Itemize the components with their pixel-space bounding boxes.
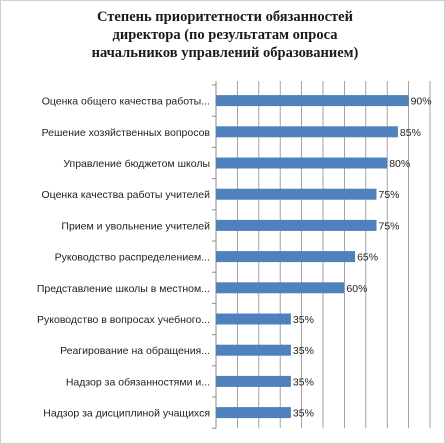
bar [216,282,345,294]
data-label: 60% [346,283,367,295]
data-label: 80% [389,158,410,170]
chart-title-line-1: Степень приоритетности обязанностей [97,9,353,25]
bar [216,95,409,107]
bar [216,407,291,419]
category-label: Решение хозяйственных вопросов [42,127,211,139]
data-label: 35% [293,408,314,420]
chart-title: Степень приоритетности обязанностей дире… [40,8,410,62]
category-label: Надзор за обязанностями и... [66,376,210,388]
bar [216,251,356,263]
data-label: 75% [379,189,400,201]
bar [216,157,388,169]
category-label: Оценка качества работы учителей [42,189,211,201]
data-label: 35% [293,314,314,326]
bar [216,375,291,387]
chart-title-line-2: директора (по результатам опроса [112,27,338,43]
data-label: 35% [293,345,314,357]
bar [216,126,398,138]
category-label: Управление бюджетом школы [63,158,210,170]
data-label: 35% [293,376,314,388]
category-label: Надзор за дисциплиной учащихся [43,408,210,420]
data-label: 75% [379,220,400,232]
category-label: Представление школы в местном... [37,283,210,295]
bar [216,219,377,231]
data-label: 65% [357,252,378,264]
category-label: Оценка общего качества работы... [42,96,210,108]
category-label: Руководство распределением... [55,252,210,264]
category-label: Прием и увольнение учителей [61,220,210,232]
data-label: 90% [411,96,432,108]
category-label: Руководство в вопросах учебного... [37,314,210,326]
bar [216,188,377,200]
category-label: Реагирование на обращения... [60,345,210,357]
data-label: 85% [400,127,421,139]
bar [216,344,291,356]
bar [216,313,291,325]
chart-title-line-3: начальников управлений образованием) [91,45,359,61]
